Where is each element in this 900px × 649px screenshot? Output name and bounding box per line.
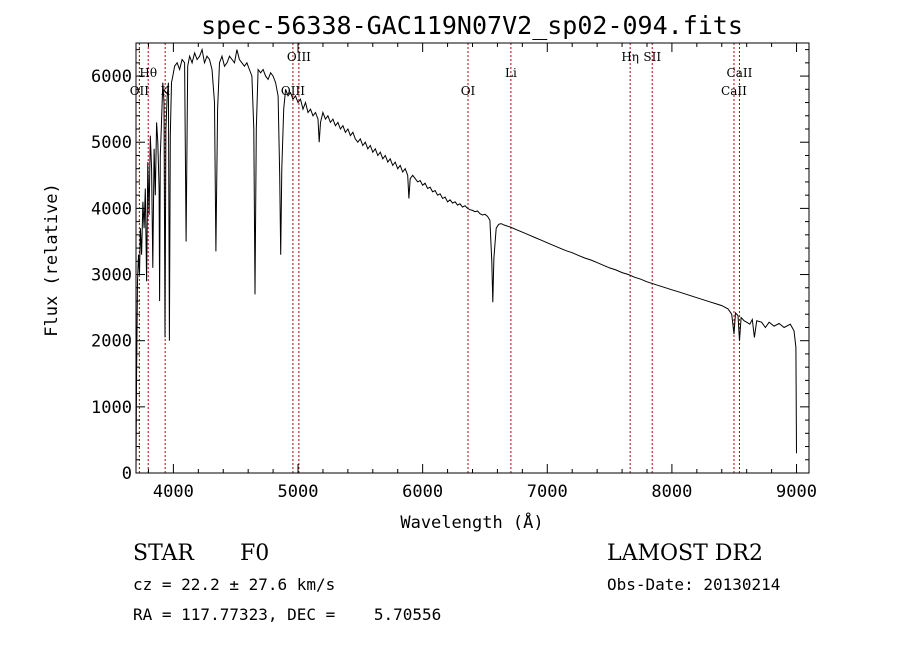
y-axis-label: Flux (relative): [42, 183, 62, 337]
x-tick-label: 4000: [153, 482, 194, 502]
x-tick-label: 8000: [651, 482, 692, 502]
chart-title: spec-56338-GAC119N07V2_sp02-094.fits: [201, 11, 743, 40]
plot-area: [135, 42, 810, 474]
obs-date: Obs-Date: 20130214: [607, 575, 780, 594]
reference-line-label: OIII: [281, 84, 305, 98]
reference-line-label: OI: [461, 84, 476, 98]
info-panel: STAR F0 cz = 22.2 ± 27.6 km/s RA = 117.7…: [133, 541, 780, 624]
y-axis: 0 1000 2000 3000 4000 5000 6000: [91, 49, 809, 484]
reference-line-label: OII: [130, 84, 150, 98]
y-tick-label: 6000: [91, 67, 132, 87]
plot-frame: [135, 42, 810, 474]
y-tick-label: 0: [122, 464, 132, 484]
redshift-info: cz = 22.2 ± 27.6 km/s: [133, 575, 335, 594]
reference-line-label: CaII: [721, 84, 747, 98]
x-axis-label: Wavelength (Å): [400, 511, 543, 533]
object-type: STAR: [133, 541, 195, 566]
reference-line-label: Hθ: [139, 66, 157, 80]
x-axis: 4000 5000 6000 7000 8000 9000: [147, 43, 817, 502]
reference-line-label: CaII: [727, 66, 753, 80]
reference-lines: [138, 43, 740, 473]
y-tick-label: 5000: [91, 133, 132, 153]
y-tick-label: 1000: [91, 398, 132, 418]
reference-line-label: Li: [505, 66, 517, 80]
x-tick-label: 6000: [402, 482, 443, 502]
survey-name: LAMOST DR2: [607, 541, 763, 566]
reference-line-label: K: [161, 84, 171, 98]
y-tick-label: 4000: [91, 199, 132, 219]
x-tick-label: 7000: [527, 482, 568, 502]
subclass: F0: [240, 541, 269, 566]
x-tick-label: 9000: [776, 482, 817, 502]
spectrum-line: [135, 47, 797, 474]
x-tick-label: 5000: [278, 482, 319, 502]
y-tick-label: 3000: [91, 266, 132, 286]
reference-line-labels: OII Hθ K OIII OIII OI Li Hη SII CaII CaII: [130, 50, 753, 98]
reference-line-label: OIII: [287, 50, 311, 64]
reference-line-label: SII: [643, 50, 661, 64]
y-tick-label: 2000: [91, 332, 132, 352]
coordinates-info: RA = 117.77323, DEC = 5.70556: [133, 605, 441, 624]
reference-line-label: Hη: [621, 50, 639, 64]
